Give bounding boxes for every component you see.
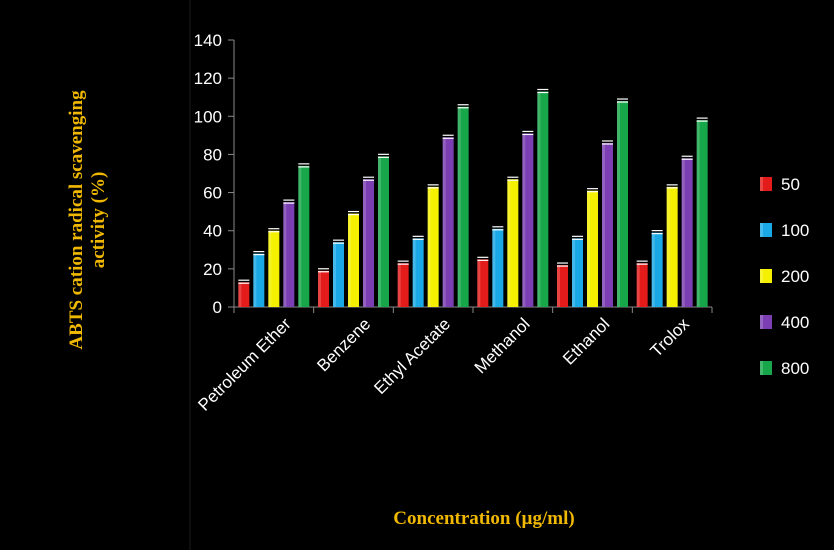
bar-highlight <box>666 186 670 307</box>
bar-highlight <box>651 232 655 307</box>
y-tick-label: 100 <box>194 107 222 126</box>
y-tick-label: 80 <box>203 145 222 164</box>
bar <box>363 179 374 307</box>
y-tick-label: 0 <box>213 298 222 317</box>
bar-highlight <box>348 213 351 307</box>
legend-label: 800 <box>781 359 809 378</box>
bar <box>427 186 439 307</box>
bar-highlight <box>333 242 336 307</box>
bar <box>602 142 613 307</box>
legend-swatch <box>760 223 772 237</box>
y-tick-label: 140 <box>194 31 222 50</box>
y-axis-title-line-1: ABTS cation radical scavenging <box>66 90 87 350</box>
bar-highlight <box>412 238 416 307</box>
y-tick-label: 120 <box>194 69 222 88</box>
bar <box>636 263 648 307</box>
bar <box>617 101 628 308</box>
bar-highlight <box>537 91 541 307</box>
bar <box>557 265 568 307</box>
bar-highlight <box>397 263 401 307</box>
bar-highlight <box>318 270 321 307</box>
bar <box>572 238 583 307</box>
chart-legend: 50 100 200 400 800 <box>760 175 809 378</box>
bar-highlight <box>363 179 366 307</box>
y-axis-title-group: ABTS cation radical scavenging activity … <box>66 90 109 350</box>
bar-highlight <box>238 282 242 307</box>
legend-swatch <box>760 177 772 191</box>
legend-label: 200 <box>781 267 809 286</box>
bar <box>651 232 663 307</box>
legend-label: 400 <box>781 313 809 332</box>
legend-swatch-highlight <box>760 269 763 283</box>
x-tick-label: Trolox <box>647 314 694 361</box>
legend-swatch-highlight <box>760 177 763 191</box>
legend-swatch-highlight <box>760 315 763 329</box>
x-tick-label: Petroleum Ether <box>194 314 295 415</box>
x-tick-label: Ethanol <box>559 314 613 368</box>
bar-highlight <box>442 137 446 307</box>
legend-swatch-highlight <box>760 361 763 375</box>
bar <box>318 270 329 307</box>
chart-bars <box>238 88 708 308</box>
bar <box>283 202 295 307</box>
legend-label: 100 <box>781 221 809 240</box>
legend-swatch <box>760 315 772 329</box>
legend-label: 50 <box>781 175 800 194</box>
bar-highlight <box>253 253 257 307</box>
x-tick-label: Methanol <box>471 314 534 377</box>
x-axis-title: Concentration (µg/ml) <box>393 508 574 529</box>
bar-highlight <box>507 179 511 307</box>
bar <box>298 165 310 307</box>
bar <box>522 133 534 307</box>
bar <box>457 106 469 307</box>
bar <box>681 158 693 307</box>
bar-highlight <box>681 158 685 307</box>
bar-highlight <box>457 106 461 307</box>
bar <box>492 228 504 307</box>
bar <box>238 282 250 307</box>
bar <box>268 230 280 307</box>
x-tick-label: Ethyl Acetate <box>370 314 454 398</box>
bar <box>442 137 454 307</box>
bar <box>696 120 708 307</box>
bar <box>378 156 389 307</box>
bar <box>477 259 489 307</box>
bar <box>537 91 549 307</box>
bar-highlight <box>696 120 700 307</box>
bar <box>666 186 678 307</box>
bar <box>348 213 359 307</box>
bar-highlight <box>602 142 605 307</box>
y-axis-title-line-2: activity (%) <box>88 172 109 269</box>
bar <box>253 253 265 307</box>
bar <box>507 179 519 307</box>
bar-highlight <box>617 101 620 308</box>
bar <box>412 238 424 307</box>
bar <box>587 190 598 307</box>
bar-highlight <box>587 190 590 307</box>
bar-highlight <box>298 165 302 307</box>
bar <box>333 242 344 307</box>
y-tick-label: 60 <box>203 184 222 203</box>
bar-highlight <box>557 265 560 307</box>
x-tick-label: Benzene <box>313 314 374 375</box>
bar-highlight <box>378 156 381 307</box>
legend-swatch <box>760 361 772 375</box>
bar-highlight <box>522 133 526 307</box>
bar-highlight <box>283 202 287 307</box>
legend-swatch <box>760 269 772 283</box>
bar-highlight <box>492 228 496 307</box>
y-tick-label: 20 <box>203 260 222 279</box>
bar <box>397 263 409 307</box>
bar-highlight <box>268 230 272 307</box>
bar-highlight <box>477 259 481 307</box>
bar-highlight <box>427 186 431 307</box>
y-tick-label: 40 <box>203 222 222 241</box>
legend-swatch-highlight <box>760 223 763 237</box>
bar-highlight <box>636 263 640 307</box>
bar-highlight <box>572 238 575 307</box>
